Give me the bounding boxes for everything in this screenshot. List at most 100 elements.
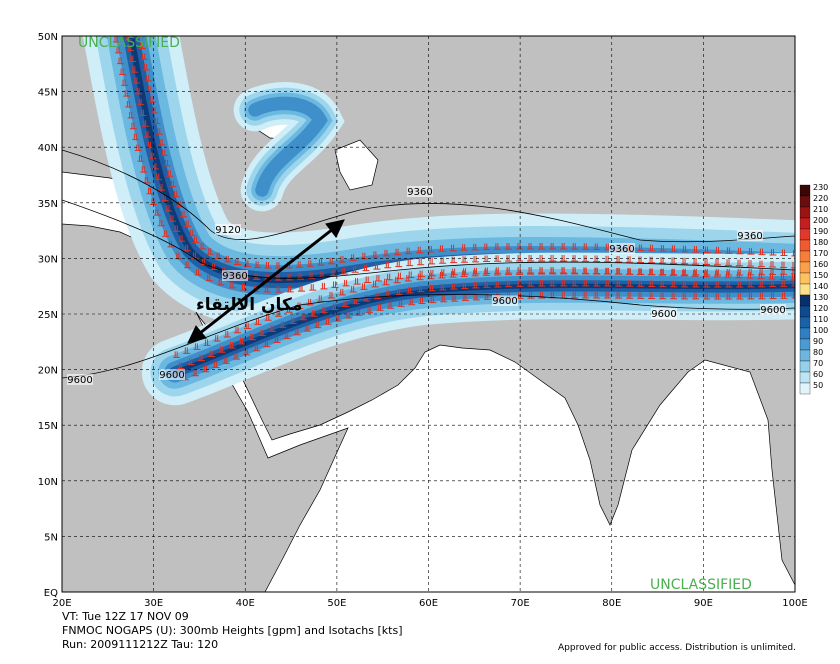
wind-barb [428, 284, 436, 292]
wind-barb [714, 258, 722, 266]
wind-barb [139, 109, 147, 116]
wind-barb [593, 243, 601, 250]
colorbar-label: 50 [813, 381, 823, 390]
wind-barb [461, 282, 469, 289]
wind-barb [342, 279, 350, 287]
wind-barb [703, 246, 711, 254]
wind-barb [527, 254, 535, 262]
wind-barb [450, 283, 458, 290]
colorbar-label: 190 [813, 227, 828, 236]
wind-barb [205, 274, 213, 282]
lat-label: EQ [44, 588, 58, 599]
wind-barb [320, 282, 328, 290]
colorbar-label: 150 [813, 271, 828, 280]
wind-barb [197, 354, 205, 362]
wind-barb [472, 281, 480, 289]
wind-barb [724, 271, 732, 278]
wind-barb [626, 292, 634, 299]
wind-barb [593, 279, 601, 287]
wind-barb [560, 279, 568, 287]
wind-barb [162, 230, 170, 237]
wind-barb [374, 292, 382, 300]
wind-barb [769, 292, 777, 300]
colorbar-label: 110 [813, 315, 828, 324]
colorbar-swatch [799, 349, 811, 362]
wind-barb [604, 280, 612, 287]
wind-barb [160, 149, 168, 156]
lat-label: 40N [38, 143, 58, 154]
wind-barb [538, 242, 546, 250]
arrow-line [194, 223, 339, 339]
wind-barb [132, 77, 140, 84]
contour-label-bg [651, 308, 677, 319]
wind-barb [494, 280, 502, 288]
colorbar-label: 120 [813, 304, 828, 313]
wind-barb [148, 96, 156, 103]
wind-barb [725, 247, 733, 254]
wind-barb [210, 263, 218, 271]
wind-barb [113, 36, 121, 43]
wind-barb [138, 42, 146, 49]
wind-barb [140, 166, 148, 173]
wind-barb [275, 274, 283, 281]
wind-barb [505, 280, 513, 288]
wind-barb [483, 255, 491, 263]
wind-barb [637, 244, 645, 251]
wind-barb [188, 229, 196, 237]
wind-barb [121, 79, 129, 86]
wind-barb [692, 292, 700, 300]
wind-barb [153, 117, 161, 125]
contour-label: 9360 [609, 244, 634, 255]
colorbar-label: 100 [813, 326, 828, 335]
wind-barb [549, 242, 557, 250]
wind-barb [780, 249, 788, 256]
wind-barb [659, 292, 667, 300]
wind-barb [178, 235, 186, 242]
colorbar-label: 200 [813, 216, 828, 225]
wind-barb [208, 350, 216, 357]
wind-barb [659, 257, 667, 264]
wind-barb [681, 257, 689, 265]
wind-barb [351, 266, 359, 273]
wind-barb [438, 271, 446, 279]
lon-label: 30E [144, 598, 163, 609]
colorbar-swatch [799, 228, 811, 241]
wind-barb [371, 280, 379, 288]
wind-barb [769, 280, 777, 288]
wind-barb [758, 280, 766, 288]
wind-barb [404, 275, 412, 282]
arrow-head [325, 219, 345, 238]
wind-barb [360, 283, 368, 290]
wind-barb [757, 272, 765, 280]
wind-barb [549, 254, 557, 262]
lat-label: 30N [38, 254, 58, 265]
wind-barb [768, 261, 776, 268]
wind-barb [314, 321, 322, 329]
colorbar-label: 130 [813, 293, 828, 302]
colorbar-label: 90 [813, 337, 823, 346]
wind-barb [146, 141, 154, 149]
wind-barb [275, 286, 283, 293]
wind-barb [527, 268, 535, 275]
isotach-band [248, 96, 328, 197]
wind-barb [538, 268, 546, 275]
wind-barb [538, 254, 546, 262]
wind-barb [560, 267, 568, 275]
wind-barb [285, 306, 293, 313]
wind-barb [279, 321, 287, 328]
wind-barb [428, 269, 436, 277]
height-contour [62, 294, 795, 379]
wind-barb [341, 300, 349, 307]
wind-barb [790, 273, 795, 281]
lon-label: 20E [52, 598, 71, 609]
wind-barb [286, 285, 294, 293]
wind-barb [320, 306, 328, 314]
wind-barb [472, 255, 480, 263]
wind-barb [692, 280, 700, 288]
wind-barb [154, 173, 162, 181]
wind-barb [438, 245, 446, 252]
wind-barb [429, 296, 437, 304]
wind-barb [648, 256, 656, 264]
wind-barb [157, 219, 165, 227]
contour-label-bg [492, 295, 518, 306]
